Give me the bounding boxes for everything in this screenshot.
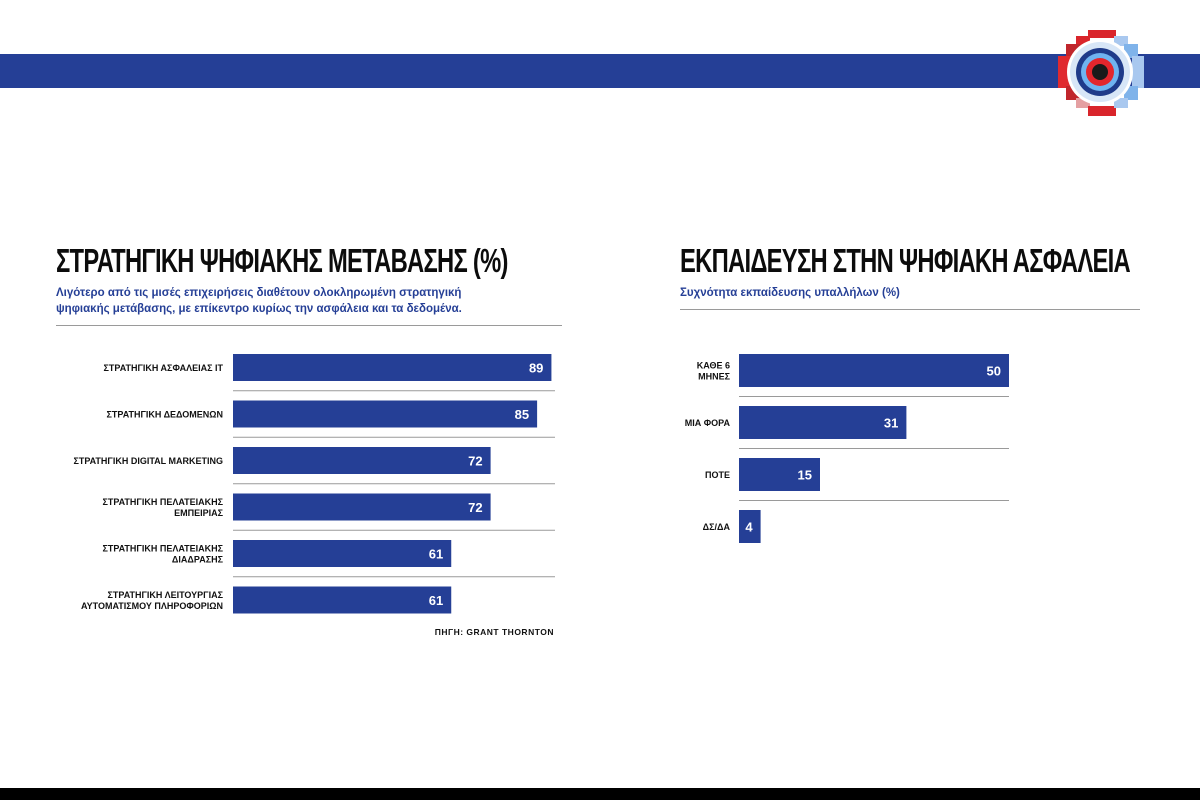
divider [56,325,562,326]
bar-value-label: 31 [884,416,898,431]
bar-value-label: 72 [468,454,482,469]
bar [233,354,552,381]
category-label: ΠΟΤΕ [705,470,730,480]
source-note: ΠΗΓΗ: GRANT THORNTON [434,627,554,637]
category-label: ΣΤΡΑΤΗΓΙΚΗ ΛΕΙΤΟΥΡΓΙΑΣ ΑΥΤΟΜΑΤΙΣΜΟΥ ΠΛΗΡΟ… [81,590,224,611]
bar-value-label: 15 [798,468,812,483]
footer-band [0,788,1200,800]
header-band [0,54,1200,88]
category-label: ΣΤΡΑΤΗΓΙΚΗ ΑΣΦΑΛΕΙΑΣ IT [103,363,223,373]
category-label: ΜΙΑ ΦΟΡΑ [685,418,731,428]
bar-value-label: 85 [515,407,529,422]
chart-title: ΕΚΠΑΙΔΕΥΣΗ ΣΤΗΝ ΨΗΦΙΑΚΗ ΑΣΦΑΛΕΙΑ [680,242,1131,279]
category-label: ΣΤΡΑΤΗΓΙΚΗ ΠΕΛΑΤΕΙΑΚΗΣ ΕΜΠΕΙΡΙΑΣ [102,497,223,518]
bar [739,354,1009,387]
bar [233,540,452,567]
bar-value-label: 4 [745,520,753,535]
bar [233,447,491,474]
security-training-bar-chart: 50 ΚΑΘΕ 6 ΜΗΝΕΣ 31 ΜΙΑ ΦΟΡΑ 15 ΠΟΤΕ 4 ΔΣ/ΔΑ [685,354,1009,543]
bar [739,458,820,491]
digital-transition-panel: ΣΤΡΑΤΗΓΙΚΗ ΨΗΦΙΑΚΗΣ ΜΕΤΑΒΑΣΗΣ (%) Λιγότε… [56,240,566,637]
chart-title: ΣΤΡΑΤΗΓΙΚΗ ΨΗΦΙΑΚΗΣ ΜΕΤΑΒΑΣΗΣ (%) [56,242,508,279]
divider [680,309,1140,310]
bar [233,493,491,521]
category-label: ΣΤΡΑΤΗΓΙΚΗ ΠΕΛΑΤΕΙΑΚΗΣ ΔΙΑΔΡΑΣΗΣ [102,544,223,565]
category-label: ΣΤΡΑΤΗΓΙΚΗ DIGITAL MARKETING [73,456,223,466]
bar [739,406,907,439]
chart-subtitle: Συχνότητα εκπαίδευσης υπαλλήλων (%) [680,287,900,299]
bar [739,510,761,543]
bar [233,400,538,428]
bar-value-label: 89 [529,361,543,376]
category-label: ΔΣ/ΔΑ [703,522,731,532]
bar-value-label: 72 [468,500,482,515]
security-training-panel: ΕΚΠΑΙΔΕΥΣΗ ΣΤΗΝ ΨΗΦΙΑΚΗ ΑΣΦΑΛΕΙΑ Συχνότη… [680,240,1142,543]
bar-value-label: 61 [429,547,443,562]
bar-value-label: 50 [987,364,1001,379]
bar-value-label: 61 [429,593,443,608]
chart-subtitle: Λιγότερο από τις μισές επιχειρήσεις διαθ… [56,287,462,315]
gear-badge-icon [1058,30,1144,116]
bar [233,586,452,614]
digital-transition-bar-chart: 89 ΣΤΡΑΤΗΓΙΚΗ ΑΣΦΑΛΕΙΑΣ IT 85 ΣΤΡΑΤΗΓΙΚΗ ΔΕ… [73,354,555,614]
category-label: ΣΤΡΑΤΗΓΙΚΗ ΔΕΔΟΜΕΝΩΝ [107,410,223,420]
category-label: ΚΑΘΕ 6 ΜΗΝΕΣ [697,361,731,382]
